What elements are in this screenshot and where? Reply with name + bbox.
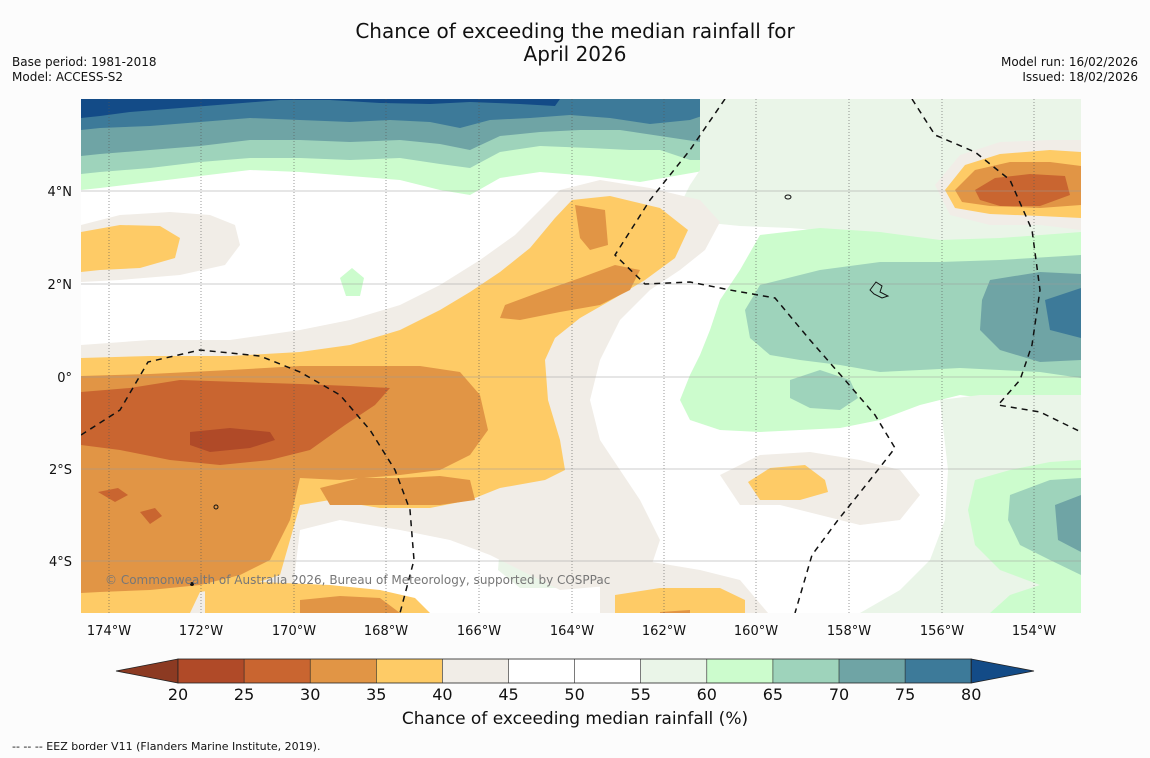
colorbar-tick-55: 55 [631,685,651,700]
meta-left: Base period: 1981-2018 Model: ACCESS-S2 [12,55,157,85]
colorbar-tick-80: 80 [961,685,981,700]
colorbar-tick-65: 65 [763,685,783,700]
band-20-25-west [190,428,275,452]
band-70-75-east [980,272,1081,362]
band-60-65-small-north [340,268,364,296]
lat-label-4N: 4°N [48,185,73,200]
lon-labels: 174°W 172°W 170°W 168°W 166°W 164°W 162°… [87,624,1056,639]
model-name: Model: ACCESS-S2 [12,70,124,84]
eez-borders [81,99,1081,613]
colorbar-bin-50-55 [574,659,641,683]
lon-label-158W: 158°W [827,624,871,639]
colorbar-tick-70: 70 [829,685,849,700]
band-30-35-south-center [320,476,475,505]
lon-label-168W: 168°W [364,624,408,639]
colorbar-bin-30-35 [310,659,377,683]
band-30-35-north-tongue [575,205,608,250]
colorbar-bin-45-50 [508,659,575,683]
band-35-40-southeast-patch [748,465,828,500]
band-65-70-equator-patch [790,370,858,410]
colorbar: 20 25 30 35 40 45 50 55 60 65 70 75 80 [115,658,1035,700]
lat-labels: 4°N 2°N 0° 2°S 4°S [48,185,73,570]
colorbar-tick-40: 40 [432,685,452,700]
lon-label-154W: 154°W [1012,624,1056,639]
colorbar-tick-25: 25 [234,685,254,700]
band-30-35-tiny [660,610,690,613]
colorbar-under-arrow [115,658,179,684]
colorbar-tick-30: 30 [300,685,320,700]
colorbar-bin-40-45 [442,659,509,683]
lon-label-160W: 160°W [734,624,778,639]
colorbar-bin-35-40 [376,659,443,683]
colorbar-tick-20: 20 [168,685,188,700]
lon-label-162W: 162°W [642,624,686,639]
colorbar-tick-35: 35 [366,685,386,700]
colorbar-label: Chance of exceeding median rainfall (%) [401,709,749,729]
colorbar-bin-70-75 [839,659,906,683]
band-30-35-lower [300,596,400,613]
eez-footnote: -- -- -- EEZ border V11 (Flanders Marine… [12,740,321,753]
colorbar-tick-50: 50 [564,685,584,700]
eez-border-central [614,99,896,613]
model-run: Model run: 16/02/2026 [1000,55,1138,69]
copyright-text: © Commonwealth of Australia 2026, Bureau… [105,573,610,587]
colorbar-bin-60-65 [706,659,773,683]
lon-label-170W: 170°W [272,624,316,639]
band-25-30-small-1 [98,488,128,502]
band-30-35-mid-tongue [500,265,640,320]
lon-label-164W: 164°W [550,624,594,639]
eez-border-west [81,349,415,613]
map-fill-layer [81,99,1081,613]
parallels [81,190,1081,562]
island-marker-1 [869,281,890,299]
chart-title: Chance of exceeding the median rainfall … [0,20,1150,66]
colorbar-tick-75: 75 [895,685,915,700]
meta-right: Model run: 16/02/2026 Issued: 18/02/2026 [1001,55,1138,85]
band-75-80-north [81,99,740,130]
colorbar-tick-45: 45 [498,685,518,700]
lat-label-4S: 4°S [49,555,72,570]
band-25-30-small-2 [140,508,162,524]
islands [190,194,890,586]
island-marker-2 [784,194,792,200]
lon-label-172W: 172°W [179,624,223,639]
colorbar-bin-55-60 [640,659,707,683]
band-35-40-south-patch [615,588,745,613]
rainfall-map: © Commonwealth of Australia 2026, Bureau… [48,99,1081,700]
lat-label-2N: 2°N [48,278,73,293]
colorbar-bin-25-30 [244,659,311,683]
issued-date: Issued: 18/02/2026 [1022,70,1138,84]
colorbar-bin-20-25 [178,659,245,683]
colorbar-bin-75-80 [905,659,972,683]
band-75-80-east [1045,288,1081,338]
lat-label-0: 0° [57,371,72,386]
colorbar-over-arrow [970,658,1035,684]
band-above-80-north [81,99,560,118]
colorbar-bin-65-70 [772,659,839,683]
island-marker-4 [190,582,194,586]
lat-label-2S: 2°S [49,463,72,478]
band-25-30-northeast-blob [975,174,1070,206]
lon-label-166W: 166°W [457,624,501,639]
colorbar-separators [243,659,906,683]
colorbar-tick-60: 60 [697,685,717,700]
band-35-40-west-blob [81,225,180,272]
band-70-75-southeast [1055,495,1081,552]
title-line-2: April 2026 [523,42,627,66]
lon-label-174W: 174°W [87,624,131,639]
title-line-1: Chance of exceeding the median rainfall … [355,19,795,43]
band-25-30-west [81,380,390,465]
lon-label-156W: 156°W [920,624,964,639]
island-marker-3 [213,504,219,510]
base-period: Base period: 1981-2018 [12,55,157,69]
eez-border-east [911,99,1081,433]
